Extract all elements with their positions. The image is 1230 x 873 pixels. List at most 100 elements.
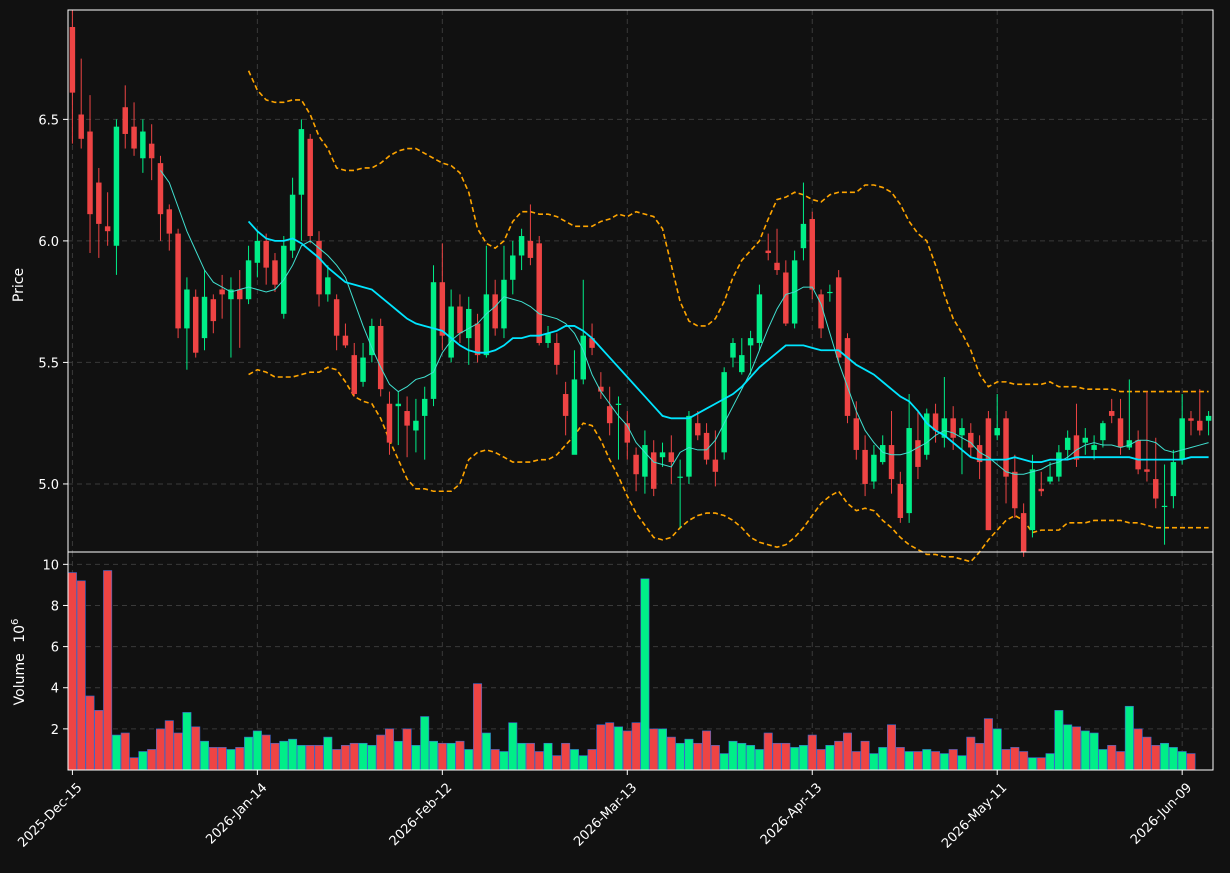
candle-body-55	[554, 342, 560, 365]
volume-bar-86	[825, 745, 835, 771]
volume-tick-label-0: 2	[51, 723, 59, 738]
candle-body-38	[404, 411, 410, 426]
candle-body-0	[69, 27, 76, 93]
candle-body-89	[853, 418, 860, 450]
candle-body-13	[184, 289, 190, 329]
candle-body-36	[386, 403, 393, 443]
candle-body-32	[351, 355, 357, 395]
volume-bar-59	[587, 749, 597, 771]
volume-bar-90	[860, 740, 870, 771]
candle-body-90	[862, 449, 868, 484]
volume-bar-43	[446, 742, 456, 771]
volume-bar-106	[1001, 749, 1011, 771]
candle-body-6	[122, 107, 128, 134]
volume-bar-3	[94, 710, 104, 771]
candle-body-68	[668, 452, 675, 463]
volume-bar-104	[983, 718, 993, 771]
volume-bar-19	[235, 747, 245, 771]
candle-body-66	[650, 452, 657, 489]
volume-bar-70	[684, 738, 694, 771]
candle-body-127	[1188, 418, 1194, 421]
candle-body-5	[113, 126, 120, 246]
volume-bar-102	[966, 736, 976, 771]
volume-bar-114	[1071, 726, 1081, 771]
volume-bar-88	[842, 732, 852, 771]
volume-bar-80	[772, 742, 782, 771]
candle-body-81	[783, 272, 789, 324]
volume-bar-61	[605, 722, 615, 771]
volume-bar-46	[473, 683, 483, 771]
candle-body-114	[1073, 435, 1080, 460]
volume-bar-35	[376, 734, 386, 771]
candle-body-104	[985, 418, 992, 531]
volume-bar-92	[878, 747, 888, 771]
candle-body-79	[765, 250, 771, 254]
candle-body-117	[1100, 423, 1106, 441]
candle-body-129	[1205, 415, 1212, 421]
candle-body-17	[219, 289, 225, 295]
volume-bar-95	[904, 751, 914, 771]
volume-bar-62	[613, 726, 623, 771]
volume-bar-47	[481, 732, 491, 771]
volume-bar-26	[296, 745, 306, 771]
candle-body-92	[879, 445, 886, 463]
volume-bar-96	[913, 751, 923, 771]
volume-bar-55	[552, 755, 562, 771]
price-ticks: 5.0 5.5 6.0 6.5	[38, 113, 68, 493]
candle-body-29	[325, 277, 331, 295]
candle-body-59	[589, 338, 595, 348]
volume-bar-103	[975, 742, 985, 771]
volume-bar-94	[895, 747, 905, 771]
volume-bar-81	[781, 742, 791, 771]
candle-body-28	[316, 240, 322, 295]
candle-body-91	[871, 454, 877, 482]
volume-bar-119	[1116, 751, 1126, 771]
volume-bar-107	[1010, 747, 1020, 771]
candle-body-119	[1117, 418, 1124, 448]
candle-body-74	[721, 372, 727, 453]
candle-body-65	[642, 445, 648, 477]
volume-bar-22	[261, 734, 271, 771]
volume-bar-65	[640, 578, 650, 771]
moving-average-slow	[247, 220, 1209, 463]
volume-bar-108	[1019, 751, 1029, 771]
volume-bar-99	[939, 753, 949, 771]
price-tick-label-2: 6.0	[38, 235, 59, 250]
candle-body-99	[941, 418, 948, 438]
volume-bar-101	[957, 755, 967, 771]
candle-body-76	[739, 355, 745, 373]
candle-body-56	[562, 394, 569, 416]
volume-bar-11	[164, 720, 174, 771]
candle-body-2	[87, 131, 93, 215]
candle-body-51	[518, 236, 525, 256]
volume-bar-7	[129, 757, 139, 771]
candle-body-115	[1082, 437, 1089, 443]
candle-body-112	[1056, 452, 1062, 477]
volume-tick-label-3: 8	[51, 599, 59, 614]
volume-bar-118	[1107, 745, 1117, 771]
volume-bar-87	[834, 740, 844, 771]
candle-body-72	[703, 432, 710, 460]
volume-bar-69	[675, 742, 685, 771]
volume-bar-71	[693, 742, 703, 771]
candles	[69, 10, 1212, 557]
candle-body-30	[333, 299, 340, 336]
volume-bar-39	[411, 745, 421, 771]
volume-bar-82	[790, 747, 800, 771]
candle-body-108	[1020, 513, 1027, 552]
candle-body-3	[96, 182, 102, 224]
volume-bar-124	[1160, 742, 1170, 771]
volume-bar-63	[622, 730, 632, 771]
candle-body-107	[1012, 471, 1018, 509]
candle-body-49	[501, 279, 507, 329]
candle-body-9	[148, 143, 155, 159]
candle-body-50	[510, 255, 516, 280]
candle-body-40	[421, 398, 428, 416]
candle-body-42	[439, 282, 446, 336]
candle-body-106	[1003, 418, 1009, 477]
volume-bar-21	[252, 730, 262, 771]
volume-bar-112	[1054, 710, 1064, 771]
volume-bar-42	[437, 742, 447, 771]
